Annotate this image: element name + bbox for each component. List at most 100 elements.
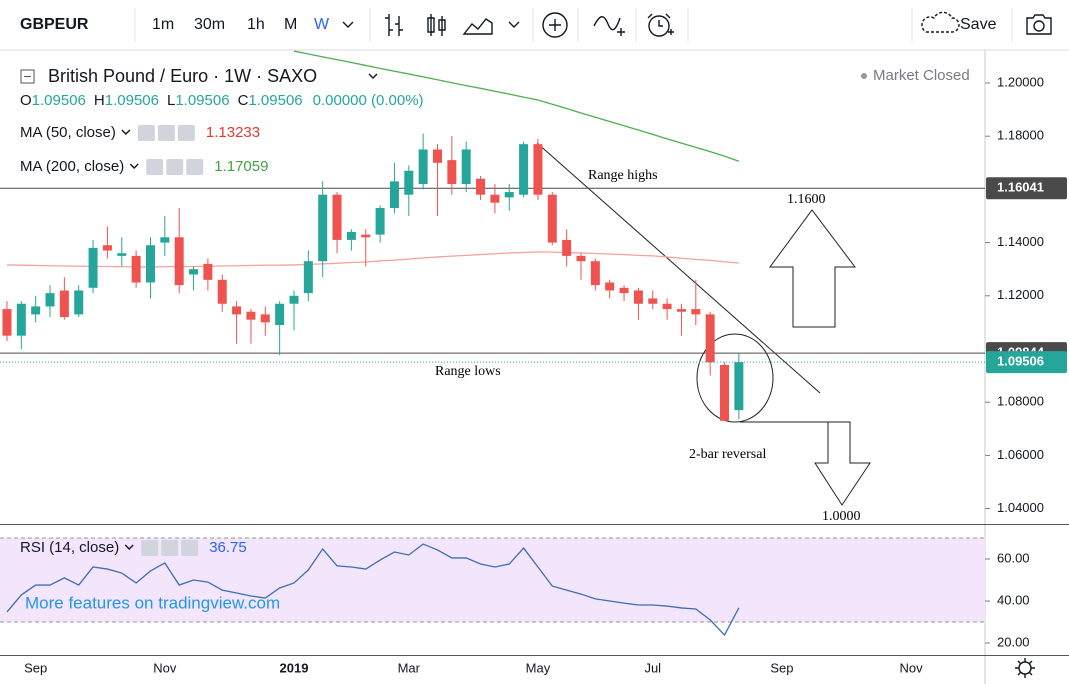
- y-tick-label: 1.08000: [997, 394, 1044, 409]
- legend-icon[interactable]: [157, 125, 175, 141]
- alert-detail: [647, 13, 674, 35]
- candle-body: [533, 144, 543, 195]
- bars-icon[interactable]: [385, 14, 403, 36]
- legend: MA (50, close) 1.13233 MA (200, close) 1.17…: [20, 124, 268, 556]
- candle-body: [389, 181, 399, 208]
- candle-body: [447, 160, 457, 185]
- alert-icon[interactable]: [648, 15, 670, 37]
- candle-body: [490, 194, 500, 203]
- legend-icon[interactable]: [137, 125, 155, 141]
- candle-body: [232, 306, 242, 315]
- candle-body: [102, 245, 112, 251]
- interval[interactable]: M: [284, 16, 297, 33]
- watermark[interactable]: More features on tradingview.com: [25, 593, 280, 612]
- status-dot: [861, 73, 867, 79]
- candle-body: [418, 149, 428, 185]
- x-tick-label: Jul: [644, 660, 661, 675]
- toolbar-bg: [0, 0, 1069, 50]
- interval[interactable]: 30m: [194, 16, 225, 33]
- candle-body: [59, 290, 69, 318]
- interval-menu[interactable]: [342, 21, 354, 28]
- candle-body: [676, 309, 686, 312]
- legend-icon[interactable]: [177, 125, 195, 141]
- ohlc-value: 1.09506: [175, 92, 229, 109]
- indicators-icon[interactable]: [593, 16, 625, 36]
- candle-body: [346, 231, 356, 240]
- title-menu[interactable]: [368, 73, 378, 79]
- candle-body: [705, 314, 715, 363]
- legend-name: RSI (14, close): [20, 539, 119, 556]
- candle-body: [332, 194, 342, 240]
- ma-line: [6, 251, 739, 268]
- candle-body: [260, 314, 270, 323]
- interval[interactable]: 1m: [152, 16, 174, 33]
- candle-body: [275, 303, 285, 326]
- annotation: Range lows: [435, 364, 501, 379]
- legend-icon[interactable]: [141, 540, 159, 556]
- collapse-icon[interactable]: [20, 69, 35, 84]
- legend-icon[interactable]: [161, 540, 179, 556]
- y-tick-label: 20.00: [997, 634, 1030, 649]
- legend-icon[interactable]: [186, 159, 204, 175]
- ohlc-label: H: [94, 92, 105, 109]
- y-tick-label: 1.04000: [997, 500, 1044, 515]
- interval[interactable]: 1h: [247, 16, 265, 33]
- x-tick-label: Sep: [770, 660, 793, 675]
- candle-body: [2, 309, 12, 336]
- annotation: Range highs: [588, 168, 658, 183]
- compare-icon[interactable]: [542, 12, 568, 38]
- x-tick-label: 2019: [280, 660, 309, 675]
- market-status: Market Closed: [873, 67, 970, 84]
- candle-body: [246, 311, 256, 320]
- chart-type-menu[interactable]: [508, 21, 520, 28]
- legend-menu[interactable]: [124, 544, 134, 550]
- candle-body: [605, 282, 615, 291]
- legend-menu[interactable]: [121, 129, 131, 135]
- y-tick-label: 1.20000: [997, 74, 1044, 89]
- legend-menu[interactable]: [129, 163, 139, 169]
- toolbar: GBPEUR 1m 30m 1h M W Save: [0, 0, 1069, 51]
- annotation: 2-bar reversal: [689, 447, 766, 462]
- legend-title: British Pound / Euro · 1W · SAXO: [48, 66, 317, 86]
- candle-body: [289, 295, 299, 304]
- candle-body: [576, 255, 586, 262]
- x-tick-label: Mar: [398, 660, 421, 675]
- candle-body: [45, 293, 55, 307]
- candle-body: [16, 303, 26, 336]
- ohlc-label: O: [20, 92, 32, 109]
- candle-body: [74, 290, 84, 315]
- ohlc-label: L: [167, 92, 175, 109]
- candle-body: [131, 255, 141, 283]
- candle-body: [547, 194, 557, 243]
- candle-body: [662, 303, 672, 310]
- annotation: 1.0000: [822, 509, 861, 524]
- area-icon[interactable]: [462, 18, 493, 35]
- cloud-icon[interactable]: [921, 11, 960, 33]
- symbol[interactable]: GBPEUR: [20, 16, 89, 33]
- x-tick-label: Nov: [900, 660, 924, 675]
- legend-icon[interactable]: [146, 159, 164, 175]
- compare-plus: [549, 19, 561, 31]
- ohlc-label: C: [238, 92, 249, 109]
- price-label: 1.09506: [997, 354, 1044, 369]
- candle-body: [303, 261, 313, 294]
- ohlc-legend: O1.09506 H1.09506 L1.09506 C1.09506 0.00000 …: [20, 92, 424, 109]
- snapshot-icon[interactable]: [1026, 14, 1052, 35]
- legend-value: 1.17059: [214, 158, 268, 175]
- candle-body: [375, 208, 385, 235]
- candle-body: [519, 144, 529, 195]
- y-tick-label: 1.18000: [997, 128, 1044, 143]
- interval-active[interactable]: W: [314, 16, 330, 33]
- candle-body: [361, 234, 371, 238]
- legend-icon[interactable]: [181, 540, 199, 556]
- legend-icon[interactable]: [166, 159, 184, 175]
- axes: Sep Nov 2019 Mar May Jul Sep Nov 1.04000 1.06000 1…: [24, 74, 1067, 675]
- main-pane: [0, 50, 985, 506]
- save-button[interactable]: Save: [960, 16, 997, 33]
- y-tick-label: 40.00: [997, 592, 1030, 607]
- candle-body: [619, 287, 629, 294]
- candles-icon[interactable]: [427, 14, 446, 36]
- down-arrow: [814, 421, 871, 506]
- candle-body: [734, 362, 744, 411]
